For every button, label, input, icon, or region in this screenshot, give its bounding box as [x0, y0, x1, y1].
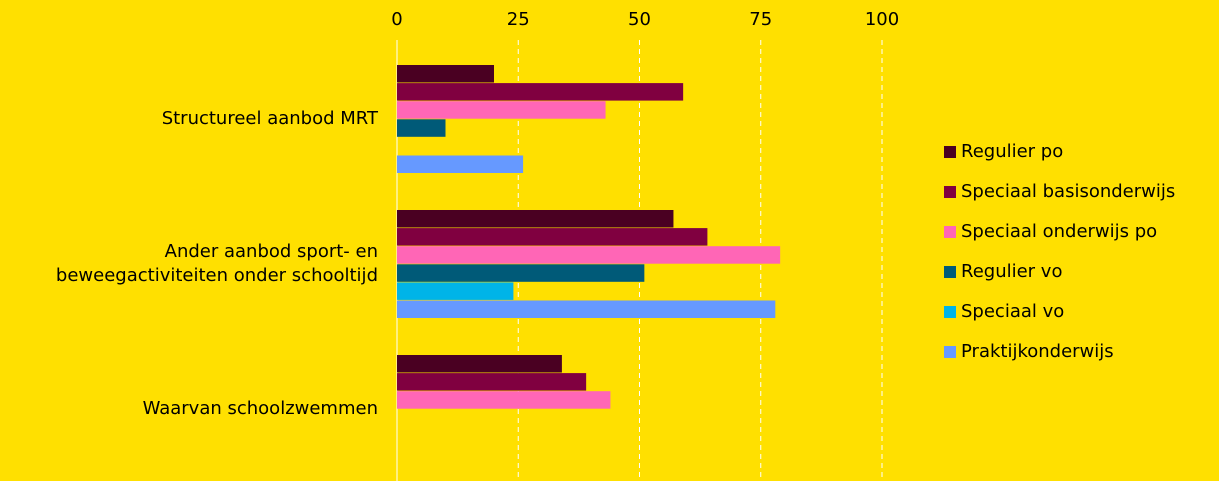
legend-label: Regulier po	[961, 141, 1063, 162]
bar	[397, 282, 514, 300]
bar	[397, 83, 684, 101]
legend-swatch	[944, 226, 956, 238]
legend-swatch	[944, 306, 956, 318]
bar	[397, 391, 611, 409]
legend-swatch	[944, 186, 956, 198]
legend-swatch	[944, 346, 956, 358]
bar	[397, 119, 446, 137]
bar	[397, 155, 524, 173]
bar	[397, 246, 781, 264]
bar	[397, 101, 606, 119]
bar	[397, 210, 674, 228]
bar	[397, 355, 562, 373]
legend-swatch	[944, 266, 956, 278]
legend-label: Regulier vo	[961, 261, 1062, 282]
bar	[397, 264, 645, 282]
x-tick-label: 25	[507, 9, 530, 30]
legend-label: Speciaal basisonderwijs	[961, 181, 1175, 202]
bar	[397, 228, 708, 246]
legend-label: Speciaal onderwijs po	[961, 221, 1157, 242]
x-tick-label: 50	[628, 9, 651, 30]
legend-label: Speciaal vo	[961, 301, 1064, 322]
bar	[397, 373, 587, 391]
legend-label: Praktijkonderwijs	[961, 341, 1114, 362]
bar	[397, 300, 776, 318]
x-tick-label: 75	[749, 9, 772, 30]
category-label: Structureel aanbod MRT	[161, 108, 378, 130]
category-label: Ander aanbod sport- en beweegactiviteite…	[55, 241, 378, 287]
bar	[397, 65, 494, 83]
category-label: Waarvan schoolzwemmen	[142, 398, 378, 420]
x-tick-label: 0	[391, 9, 402, 30]
x-tick-label: 100	[865, 9, 899, 30]
legend-swatch	[944, 146, 956, 158]
